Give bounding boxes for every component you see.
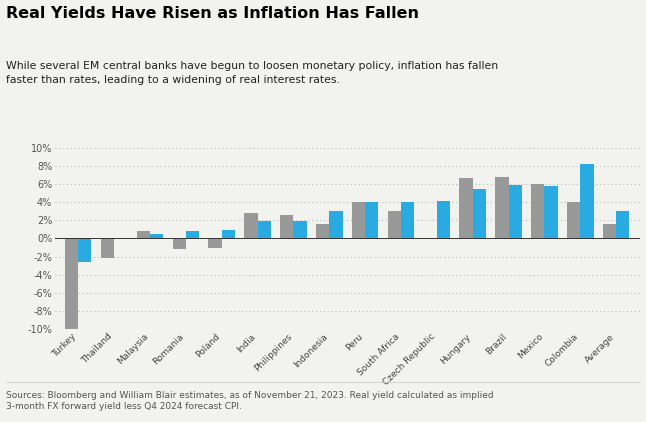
Bar (186, 231, 199, 238)
Bar (459, 178, 473, 238)
Bar (545, 186, 557, 238)
Bar (388, 211, 401, 238)
Bar (137, 231, 150, 238)
Bar (172, 238, 186, 249)
Bar (316, 224, 329, 238)
Bar (603, 224, 616, 238)
Bar (280, 215, 293, 238)
Bar (78, 238, 92, 262)
Bar (101, 238, 114, 258)
Bar (495, 177, 508, 238)
Bar (352, 202, 365, 238)
Bar (567, 202, 580, 238)
Bar (65, 238, 78, 329)
Bar (258, 221, 271, 238)
Bar (437, 201, 450, 238)
Bar (508, 185, 522, 238)
Bar (616, 211, 629, 238)
Bar (401, 202, 414, 238)
Bar (244, 213, 258, 238)
Bar (293, 221, 307, 238)
Bar (150, 234, 163, 238)
Bar (209, 238, 222, 247)
Text: Real Yields Have Risen as Inflation Has Fallen: Real Yields Have Risen as Inflation Has … (6, 6, 419, 22)
Bar (365, 202, 379, 238)
Bar (580, 164, 594, 238)
Text: Sources: Bloomberg and William Blair estimates, as of November 21, 2023. Real yi: Sources: Bloomberg and William Blair est… (6, 391, 494, 411)
Bar (531, 184, 545, 238)
Bar (222, 230, 235, 238)
Bar (329, 211, 342, 238)
Text: While several EM central banks have begun to loosen monetary policy, inflation h: While several EM central banks have begu… (6, 61, 499, 85)
Bar (473, 189, 486, 238)
